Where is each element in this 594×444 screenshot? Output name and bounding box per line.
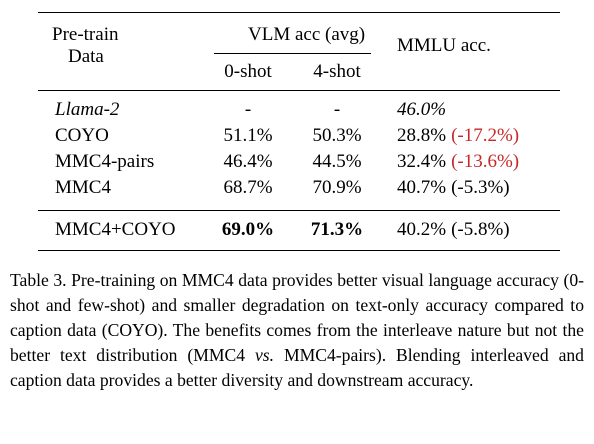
header-cell: 0-shot	[224, 61, 272, 82]
group-rule	[214, 53, 371, 54]
cell: 69.0%	[221, 219, 275, 240]
cell: 70.9%	[312, 177, 362, 198]
row-label: COYO	[55, 125, 109, 146]
cell: 44.5%	[312, 151, 362, 172]
caption-italic: vs.	[254, 345, 275, 365]
cell: 46.0%	[397, 99, 447, 120]
header-cell: MMLU acc.	[397, 35, 491, 56]
caption-label: Table 3.	[10, 270, 67, 290]
cell: 68.7%	[223, 177, 273, 198]
header-rule	[38, 90, 560, 91]
cell: 40.7%	[397, 177, 447, 198]
cell: -	[333, 99, 341, 120]
header-cell: Pre-train	[52, 24, 119, 45]
cell-delta: (-5.3%)	[451, 177, 510, 198]
caption-text: Pre-training on MMC4 data provides bette…	[10, 270, 584, 365]
bottom-rule	[38, 250, 560, 251]
row-label: MMC4+COYO	[55, 219, 176, 240]
cell: 28.8%	[397, 125, 447, 146]
row-label: MMC4	[55, 177, 111, 198]
cell-delta: (-5.8%)	[451, 219, 510, 240]
cell: 32.4%	[397, 151, 447, 172]
cell: -	[244, 99, 252, 120]
header-cell: Data	[68, 46, 104, 67]
cell-delta: (-17.2%)	[451, 125, 520, 146]
mid-rule	[38, 210, 560, 211]
header-cell: VLM acc (avg)	[248, 24, 366, 45]
row-label: MMC4-pairs	[55, 151, 155, 172]
cell: 46.4%	[223, 151, 273, 172]
cell: 51.1%	[223, 125, 273, 146]
header-cell: 4-shot	[313, 61, 361, 82]
row-label: Llama-2	[55, 99, 120, 120]
cell: 50.3%	[312, 125, 362, 146]
caption-text: MMC4-pairs). Blending interleaved and ca…	[10, 345, 584, 390]
top-rule	[38, 12, 560, 13]
caption: Table 3. Pre-training on MMC4 data provi…	[10, 268, 584, 393]
cell-delta: (-13.6%)	[451, 151, 520, 172]
cell: 40.2%	[397, 219, 447, 240]
cell: 71.3%	[310, 219, 364, 240]
